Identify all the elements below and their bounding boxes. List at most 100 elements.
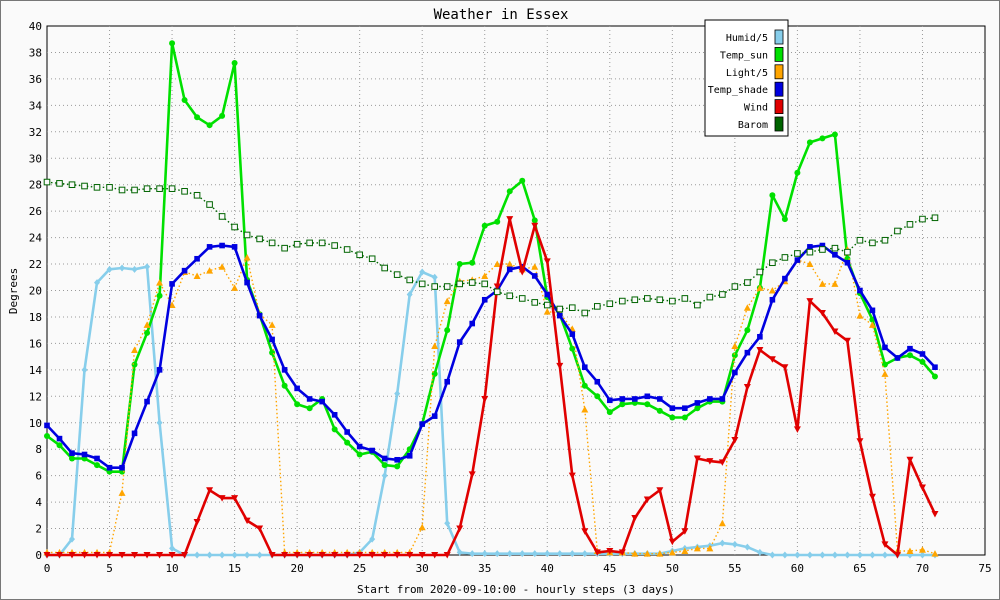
x-tick-label: 40 bbox=[541, 562, 554, 575]
data-point bbox=[306, 239, 313, 247]
data-point bbox=[331, 426, 338, 433]
data-point bbox=[644, 401, 651, 408]
data-point bbox=[343, 246, 351, 253]
legend-swatch bbox=[774, 29, 784, 45]
data-point bbox=[481, 296, 488, 303]
data-point bbox=[756, 347, 764, 354]
data-point bbox=[593, 549, 601, 556]
data-point bbox=[881, 541, 889, 548]
data-point bbox=[518, 295, 526, 302]
data-point bbox=[818, 309, 826, 317]
data-point bbox=[894, 355, 901, 361]
data-point bbox=[406, 290, 413, 298]
data-point bbox=[657, 396, 663, 402]
data-point bbox=[481, 272, 489, 279]
x-tick-label: 70 bbox=[916, 562, 929, 575]
data-point bbox=[356, 443, 363, 450]
data-point bbox=[931, 214, 939, 222]
data-point bbox=[831, 244, 839, 252]
chart-title: Weather in Essex bbox=[434, 7, 569, 23]
data-point bbox=[156, 367, 163, 373]
data-point bbox=[581, 382, 588, 389]
data-point bbox=[794, 169, 801, 176]
x-tick-label: 10 bbox=[165, 562, 178, 575]
data-point bbox=[606, 548, 614, 555]
data-point bbox=[94, 279, 101, 287]
data-point bbox=[418, 523, 426, 531]
data-point bbox=[356, 251, 363, 259]
data-point bbox=[681, 528, 689, 535]
data-point bbox=[818, 280, 826, 287]
data-point bbox=[119, 464, 125, 471]
data-point bbox=[856, 438, 864, 445]
data-point bbox=[231, 284, 239, 291]
data-point bbox=[244, 551, 251, 559]
data-point bbox=[144, 329, 151, 336]
data-point bbox=[106, 464, 113, 471]
data-point bbox=[381, 462, 388, 469]
data-point bbox=[344, 429, 350, 435]
data-point bbox=[731, 540, 738, 548]
data-point bbox=[831, 131, 838, 138]
x-tick-label: 20 bbox=[291, 562, 304, 575]
data-point bbox=[906, 221, 914, 228]
data-point bbox=[193, 272, 201, 279]
data-point bbox=[81, 451, 88, 458]
data-point bbox=[469, 259, 476, 266]
data-point bbox=[206, 487, 214, 494]
data-point bbox=[156, 419, 163, 427]
data-point bbox=[506, 292, 514, 300]
x-tick-label: 5 bbox=[106, 562, 113, 575]
data-point bbox=[519, 550, 526, 558]
data-point bbox=[181, 552, 189, 559]
data-point bbox=[868, 321, 876, 328]
data-point bbox=[431, 273, 438, 281]
data-point bbox=[244, 279, 250, 286]
data-point bbox=[168, 301, 176, 309]
data-point bbox=[506, 260, 514, 268]
data-point bbox=[769, 259, 776, 267]
data-point bbox=[469, 550, 476, 558]
legend: Humid/5 Temp_sun Light/5 Temp_shade Wind Baro… bbox=[704, 19, 789, 137]
data-point bbox=[531, 222, 539, 230]
data-point bbox=[331, 242, 338, 249]
data-point bbox=[518, 268, 526, 276]
data-point bbox=[381, 472, 388, 480]
data-point bbox=[769, 296, 776, 303]
data-point bbox=[819, 242, 826, 249]
y-tick-label: 12 bbox=[29, 390, 42, 403]
data-point bbox=[156, 292, 163, 299]
data-point bbox=[706, 458, 714, 465]
legend-box bbox=[704, 19, 789, 137]
data-point bbox=[806, 298, 814, 305]
data-point bbox=[43, 178, 51, 186]
y-tick-label: 40 bbox=[29, 20, 42, 33]
data-point bbox=[181, 97, 188, 104]
data-point bbox=[231, 495, 239, 502]
data-point bbox=[293, 240, 301, 248]
data-point bbox=[443, 297, 451, 305]
data-point bbox=[919, 351, 926, 357]
data-point bbox=[794, 250, 801, 257]
data-point bbox=[668, 548, 676, 556]
data-point bbox=[919, 358, 926, 365]
data-point bbox=[556, 305, 564, 313]
data-point bbox=[656, 487, 664, 494]
data-point bbox=[231, 223, 238, 231]
x-tick-label: 25 bbox=[353, 562, 366, 575]
data-point bbox=[881, 236, 889, 244]
data-point bbox=[881, 370, 889, 377]
data-point bbox=[781, 216, 788, 223]
data-point bbox=[694, 301, 701, 309]
data-point bbox=[406, 552, 414, 559]
data-point bbox=[806, 248, 814, 256]
data-point bbox=[306, 552, 314, 559]
data-point bbox=[406, 276, 413, 284]
data-point bbox=[807, 244, 813, 250]
data-point bbox=[481, 222, 488, 229]
data-point bbox=[381, 552, 389, 559]
data-point bbox=[681, 295, 689, 302]
data-point bbox=[119, 264, 126, 272]
